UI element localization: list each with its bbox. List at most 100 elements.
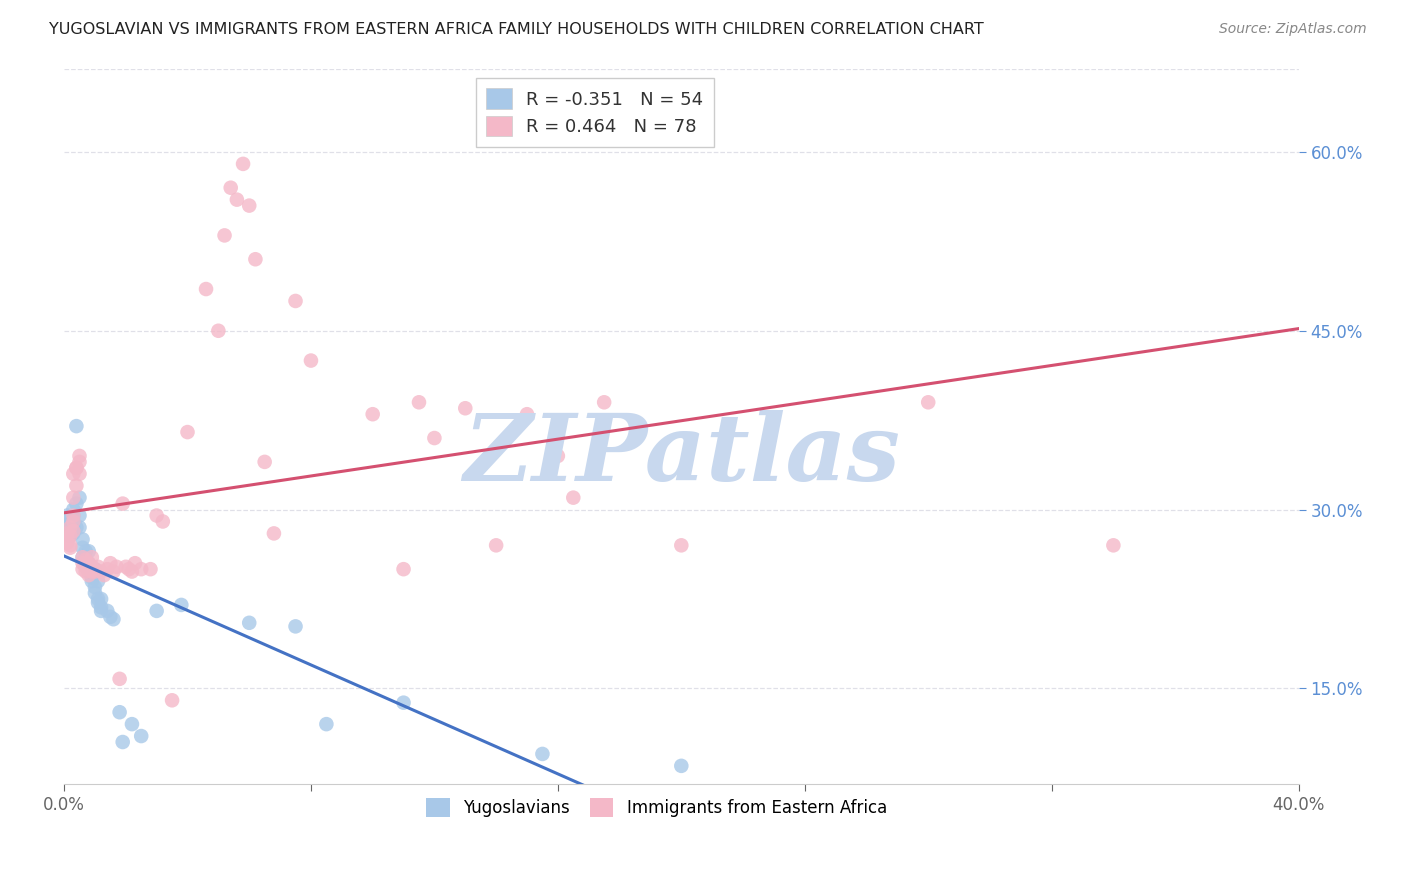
Point (152, 515, 174, 529)
Point (56, 508, 79, 523)
Point (87, 596, 110, 610)
Point (90, 600, 112, 615)
Point (423, 431, 446, 445)
Point (111, 497, 134, 511)
Point (69, 520, 91, 534)
Point (214, 228, 236, 243)
Point (917, 395, 939, 409)
Point (77, 544, 100, 558)
Point (238, 615, 260, 630)
Point (84, 580, 107, 594)
Point (75, 559, 97, 574)
Point (62, 491, 84, 505)
Point (80, 550, 103, 565)
Point (160, 693, 183, 707)
Point (69, 455, 91, 469)
Text: ZIPatlas: ZIPatlas (463, 409, 900, 500)
Point (77, 562, 100, 576)
Text: Source: ZipAtlas.com: Source: ZipAtlas.com (1219, 22, 1367, 37)
Point (108, 672, 131, 686)
Point (90, 591, 112, 606)
Point (59, 516, 82, 531)
Point (75, 559, 97, 574)
Point (593, 395, 616, 409)
Point (103, 565, 125, 579)
Point (87, 591, 110, 606)
Point (531, 747, 554, 761)
Point (170, 598, 193, 612)
Point (207, 324, 229, 338)
Point (195, 282, 218, 296)
Point (80, 570, 103, 584)
Point (105, 559, 128, 574)
Point (62, 508, 84, 523)
Point (1102, 538, 1125, 552)
Point (84, 565, 107, 579)
Point (69, 467, 91, 481)
Point (56, 536, 79, 550)
Point (65, 497, 87, 511)
Point (516, 407, 538, 421)
Point (121, 717, 143, 731)
Point (62, 515, 84, 529)
Point (77, 568, 100, 582)
Point (75, 565, 97, 579)
Point (263, 526, 285, 541)
Point (72, 533, 94, 547)
Point (59, 529, 82, 543)
Point (77, 556, 100, 570)
Point (176, 425, 198, 439)
Point (103, 612, 125, 626)
Point (90, 604, 112, 618)
Point (84, 562, 107, 576)
Point (118, 562, 141, 576)
Legend: Yugoslavians, Immigrants from Eastern Africa: Yugoslavians, Immigrants from Eastern Af… (418, 789, 896, 825)
Point (87, 574, 110, 588)
Point (75, 544, 97, 558)
Point (361, 407, 384, 421)
Point (75, 552, 97, 566)
Point (62, 524, 84, 538)
Point (62, 515, 84, 529)
Point (84, 562, 107, 576)
Point (72, 550, 94, 565)
Point (90, 565, 112, 579)
Point (59, 538, 82, 552)
Point (69, 449, 91, 463)
Point (129, 729, 152, 743)
Point (232, 157, 254, 171)
Point (114, 559, 136, 574)
Point (454, 401, 477, 416)
Point (72, 556, 94, 570)
Point (408, 395, 430, 409)
Point (56, 515, 79, 529)
Point (315, 717, 337, 731)
Point (299, 353, 322, 368)
Point (56, 526, 79, 541)
Point (65, 479, 87, 493)
Point (62, 526, 84, 541)
Point (392, 696, 415, 710)
Point (284, 619, 307, 633)
Point (77, 556, 100, 570)
Point (121, 565, 143, 579)
Point (284, 293, 307, 308)
Point (62, 508, 84, 523)
Point (65, 419, 87, 434)
Point (671, 538, 693, 552)
Point (98, 610, 121, 624)
Point (69, 491, 91, 505)
Point (87, 559, 110, 574)
Point (72, 550, 94, 565)
Point (245, 252, 267, 267)
Point (59, 541, 82, 555)
Point (219, 180, 242, 194)
Point (124, 556, 146, 570)
Point (62, 520, 84, 534)
Text: YUGOSLAVIAN VS IMMIGRANTS FROM EASTERN AFRICA FAMILY HOUSEHOLDS WITH CHILDREN CO: YUGOSLAVIAN VS IMMIGRANTS FROM EASTERN A… (49, 22, 984, 37)
Point (139, 562, 162, 576)
Point (72, 541, 94, 555)
Point (72, 562, 94, 576)
Point (59, 526, 82, 541)
Point (80, 565, 103, 579)
